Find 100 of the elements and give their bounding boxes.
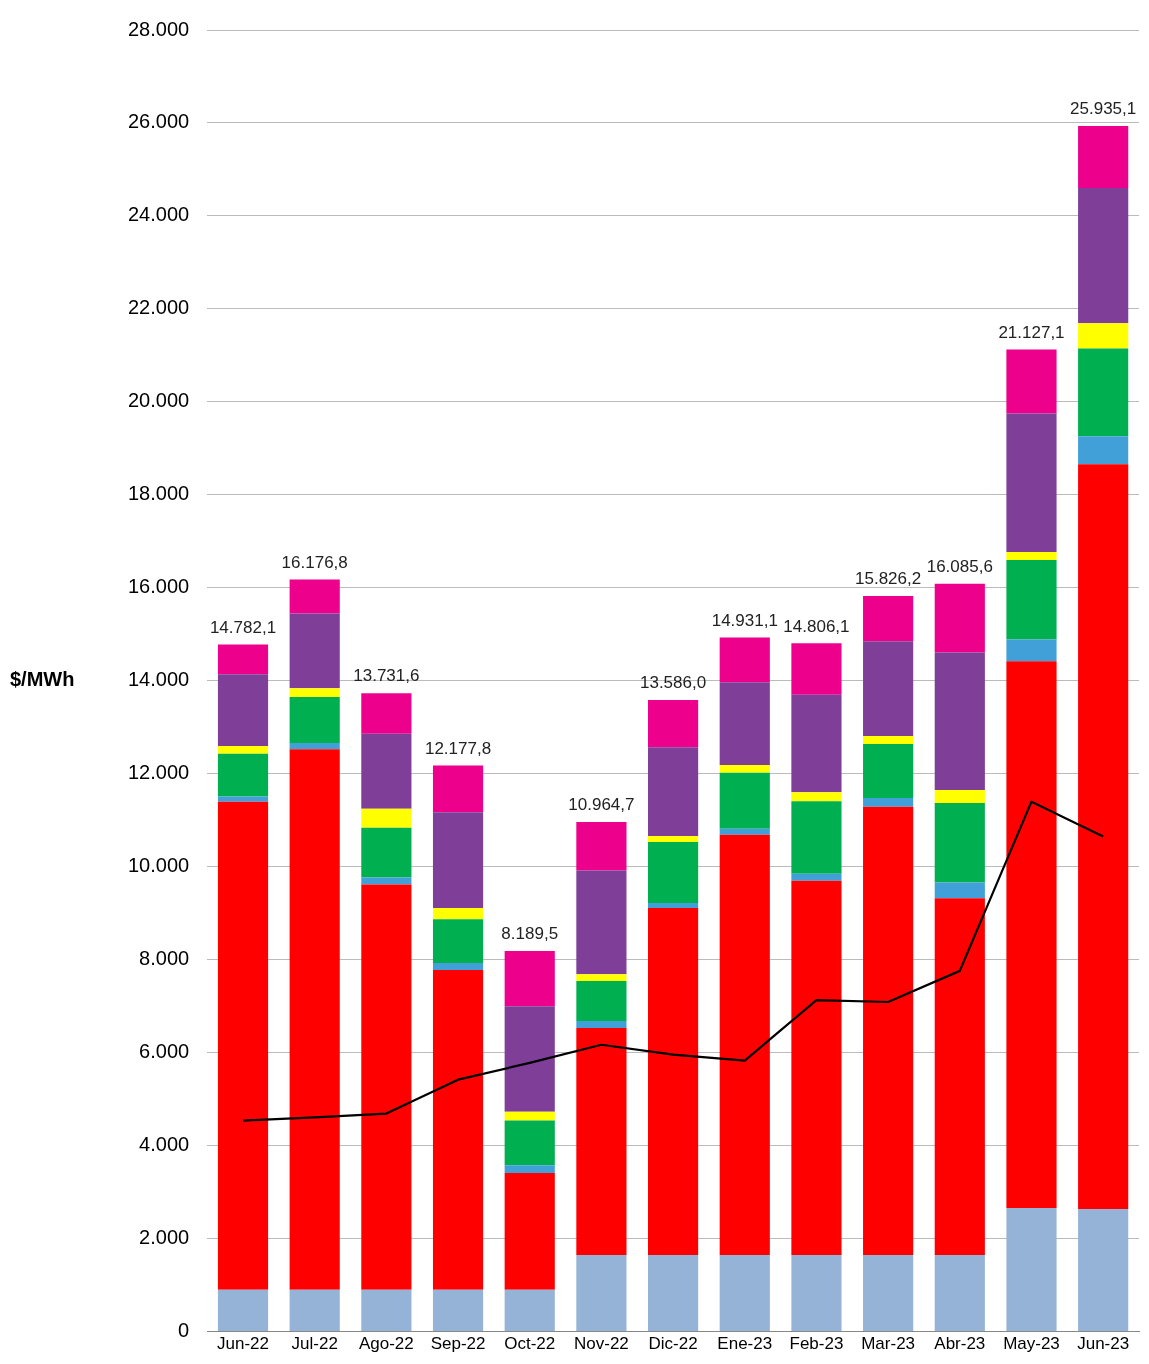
bar (289, 743, 340, 750)
y-tick-label: 26.000 (128, 110, 190, 133)
bar (217, 674, 269, 746)
total-label: 21.127,1 (998, 322, 1065, 342)
bar (719, 828, 770, 835)
y-tick-label: 2.000 (139, 1226, 190, 1249)
y-tick-label: 8.000 (139, 947, 190, 970)
x-tick-label: Jul-22 (291, 1334, 338, 1354)
bar (289, 688, 340, 698)
bar (432, 812, 484, 909)
bar (289, 1289, 340, 1332)
x-tick-label: Ago-22 (358, 1334, 414, 1354)
y-tick-label: 28.000 (128, 17, 190, 40)
total-label: 8.189,5 (501, 924, 559, 944)
bar (934, 898, 985, 1255)
bar (863, 1254, 914, 1332)
bar (217, 644, 269, 675)
bar (1078, 436, 1129, 465)
x-tick-label: Feb-23 (789, 1334, 844, 1354)
bar (791, 694, 842, 793)
bar (361, 733, 412, 809)
x-tick-label: Oct-22 (504, 1334, 556, 1354)
bar (217, 801, 269, 1290)
bar (504, 1120, 555, 1166)
bar (1006, 349, 1057, 414)
bar (1078, 323, 1129, 349)
total-label: 10.964,7 (568, 795, 635, 815)
x-tick-label: Jun-22 (217, 1334, 269, 1354)
bar (576, 870, 627, 975)
bar (648, 908, 699, 1255)
total-label: 13.731,6 (353, 666, 420, 686)
bar (863, 595, 914, 642)
total-label: 16.085,6 (926, 557, 993, 577)
bar (576, 1021, 627, 1029)
bar (648, 903, 699, 909)
y-tick-label: 10.000 (128, 854, 190, 877)
y-tick-label: 16.000 (128, 575, 190, 598)
bar (504, 1111, 555, 1121)
bar (432, 1289, 484, 1332)
bar (217, 753, 269, 797)
bar (504, 1006, 555, 1112)
bar (289, 749, 340, 1290)
bar (1078, 125, 1129, 189)
bar (1078, 348, 1129, 437)
bar (863, 744, 914, 798)
bar (791, 880, 842, 1255)
bar (934, 583, 985, 653)
y-tick-label: 4.000 (139, 1133, 190, 1156)
bar (432, 765, 484, 813)
bar (432, 908, 484, 920)
x-tick-label: Abr-23 (934, 1334, 986, 1354)
bar (289, 613, 340, 689)
bar (576, 1028, 627, 1255)
y-tick-label: 24.000 (128, 203, 190, 226)
bar (934, 882, 985, 899)
bar (361, 877, 412, 885)
bar (791, 643, 842, 695)
bar (504, 1173, 555, 1290)
bar (791, 792, 842, 802)
bar (719, 772, 770, 829)
bar (576, 1254, 627, 1332)
total-label: 16.176,8 (281, 552, 348, 572)
bar (432, 919, 484, 963)
bar (934, 790, 985, 804)
x-tick-label: Sep-22 (430, 1334, 486, 1354)
bar (1006, 1207, 1057, 1332)
bar (1006, 559, 1057, 640)
y-tick-label: 20.000 (128, 389, 190, 412)
bar (504, 1165, 555, 1174)
y-tick-label: 22.000 (128, 296, 190, 319)
bar (289, 579, 340, 614)
total-label: 14.806,1 (783, 616, 850, 636)
bar (863, 736, 914, 745)
bar (648, 747, 699, 837)
y-tick-label: 0 (178, 1319, 190, 1342)
x-tick-label: Ene-23 (717, 1334, 773, 1354)
bar (934, 652, 985, 791)
bar (1006, 639, 1057, 662)
bar (504, 1289, 555, 1332)
bar (217, 1289, 269, 1332)
bar (719, 764, 770, 773)
bar (863, 641, 914, 737)
bar (791, 1254, 842, 1332)
y-tick-label: 12.000 (128, 761, 190, 784)
bar (289, 697, 340, 744)
bar (1078, 464, 1129, 1209)
bar (1078, 1208, 1129, 1332)
bar (648, 1254, 699, 1332)
bar (1006, 552, 1057, 560)
bar (719, 1254, 770, 1332)
bar (217, 796, 269, 802)
bar (934, 803, 985, 883)
total-label: 14.931,1 (711, 610, 778, 630)
total-label: 14.782,1 (209, 617, 277, 637)
x-tick-label: Nov-22 (574, 1334, 629, 1354)
bar (719, 834, 770, 1255)
bar (432, 962, 484, 970)
bar (217, 745, 269, 754)
bar (361, 827, 412, 878)
bar (648, 836, 699, 843)
